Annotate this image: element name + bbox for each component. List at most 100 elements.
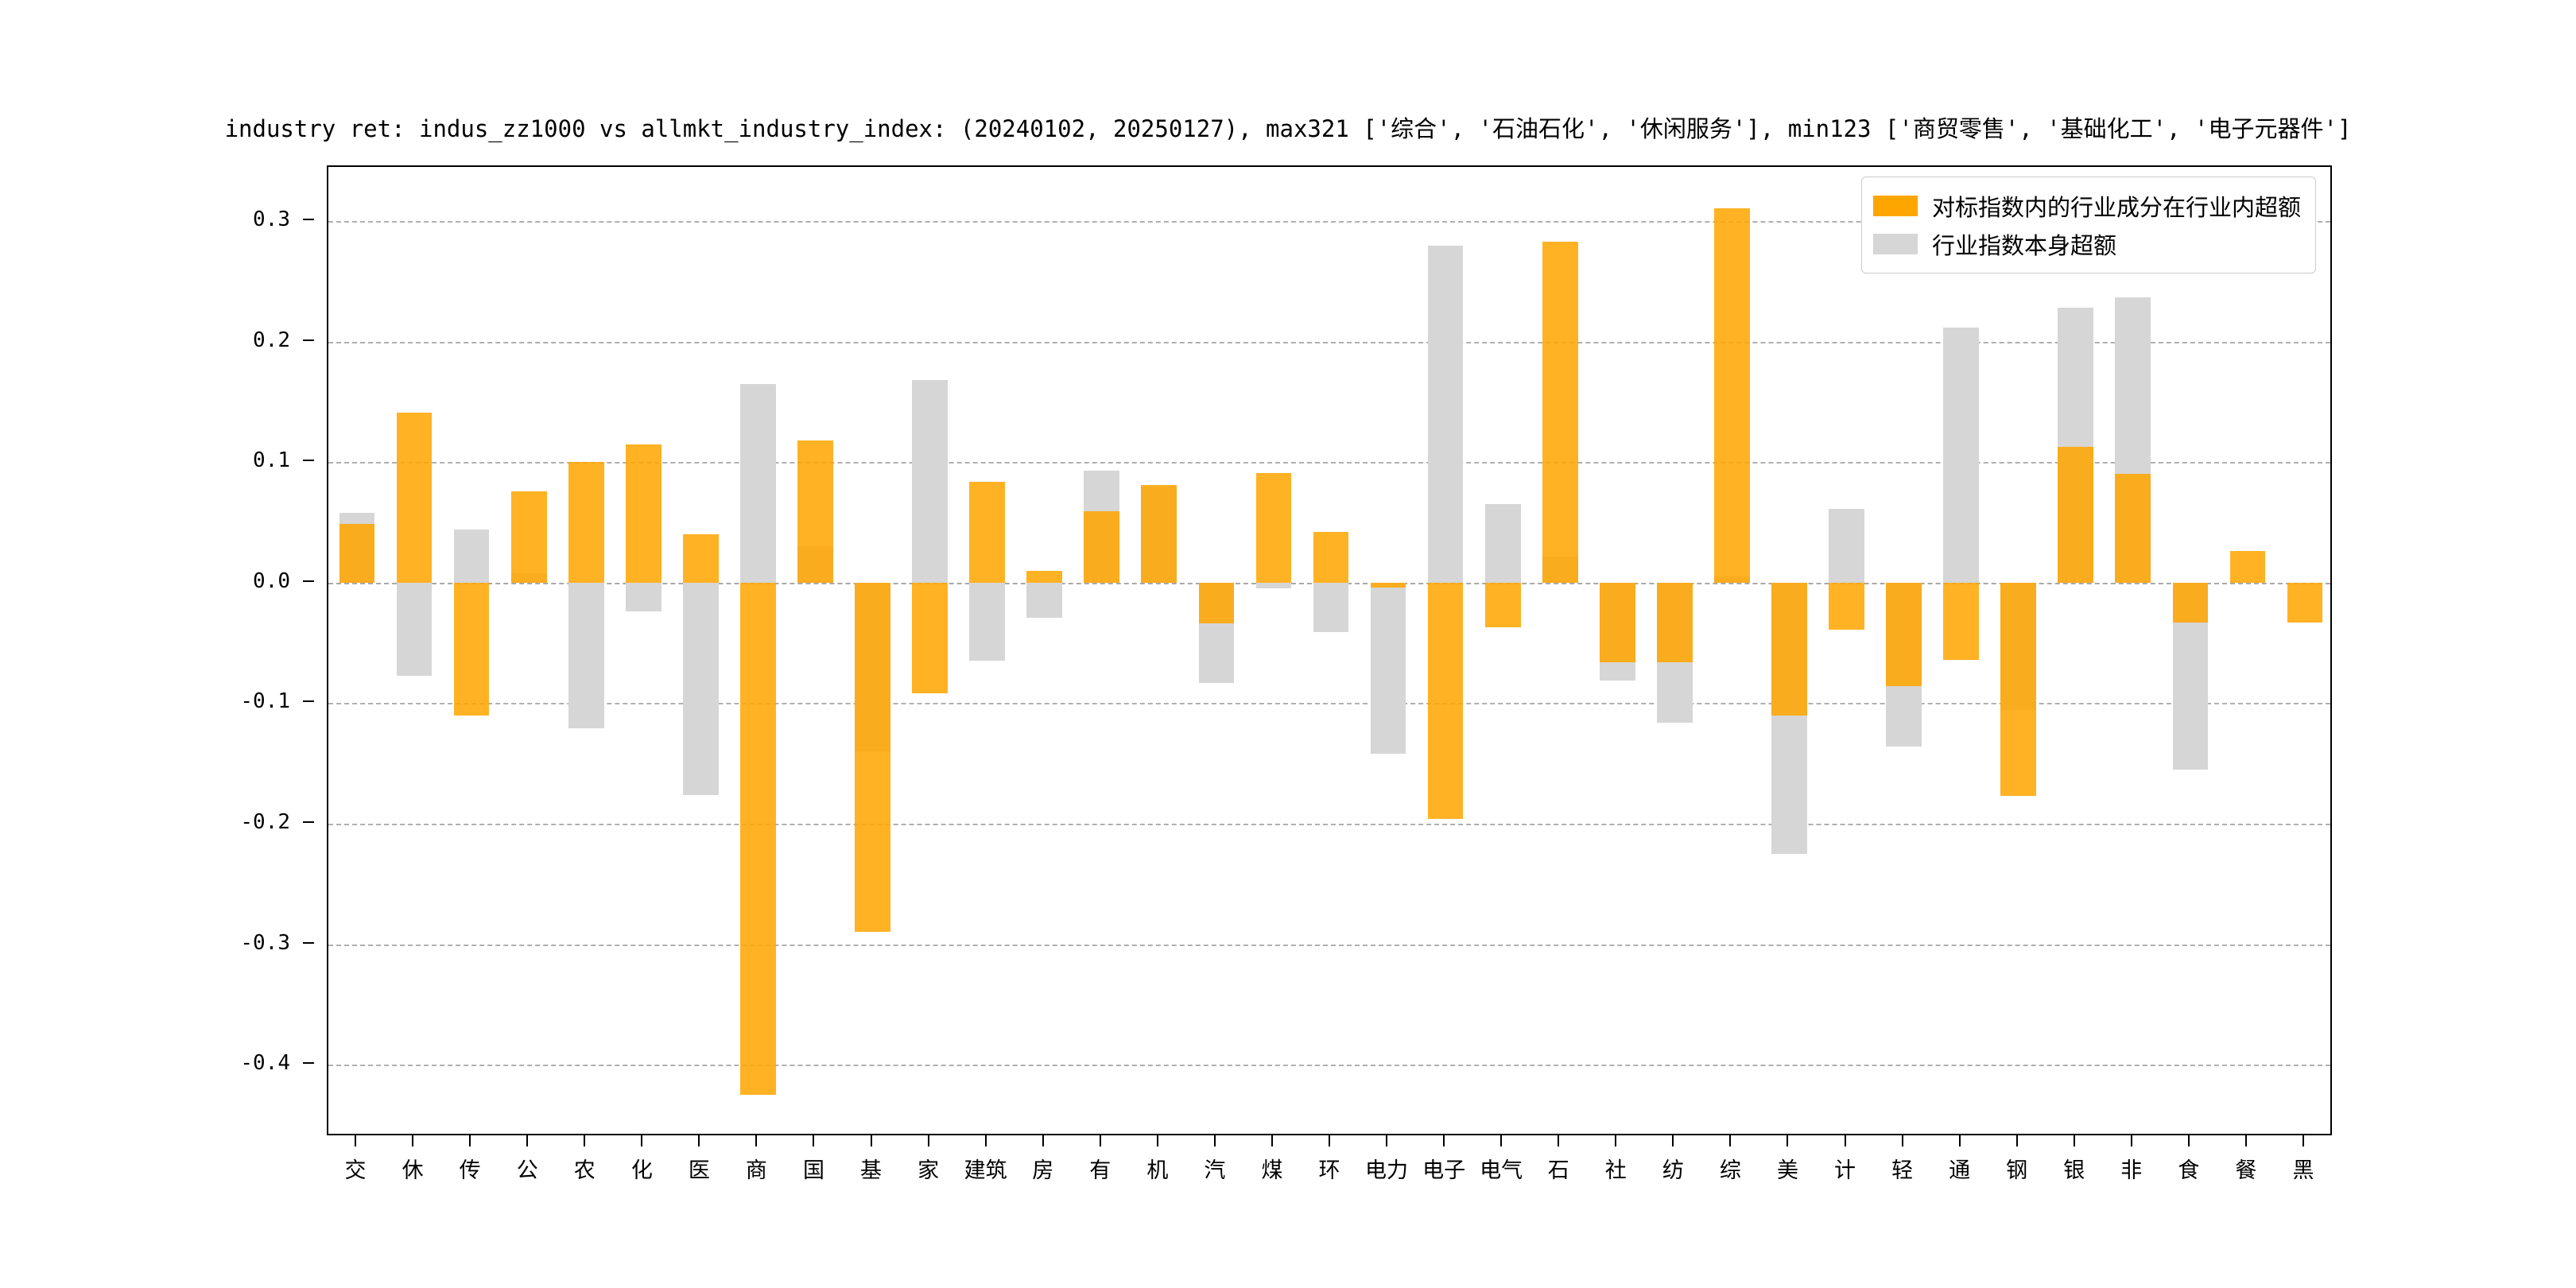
x-tick-mark <box>1500 1135 1503 1146</box>
x-tick-mark <box>584 1135 586 1146</box>
bar <box>396 582 433 676</box>
x-tick-label: 纺 <box>1662 1158 1684 1183</box>
bar <box>1484 582 1521 627</box>
x-tick-mark <box>1958 1135 1961 1146</box>
x-tick-mark <box>641 1135 643 1146</box>
x-tick-mark <box>1672 1135 1674 1146</box>
x-tick-mark <box>412 1135 414 1146</box>
x-tick-label: 钢 <box>2006 1158 2028 1183</box>
chart-legend: 对标指数内的行业成分在行业内超额 行业指数本身超额 <box>1860 177 2316 274</box>
bar <box>1198 582 1235 624</box>
bar <box>2000 582 2037 797</box>
bar <box>1484 504 1521 583</box>
bar <box>855 582 890 933</box>
y-tick-mark <box>303 339 314 341</box>
bar <box>625 444 661 583</box>
gridline <box>328 1065 2330 1067</box>
x-tick-mark <box>2302 1135 2304 1146</box>
x-tick-mark <box>1042 1135 1044 1146</box>
bar <box>2172 582 2209 623</box>
legend-swatch <box>1872 234 1918 254</box>
x-tick-mark <box>1787 1135 1789 1146</box>
x-tick-mark <box>1156 1135 1158 1146</box>
x-tick-mark <box>469 1135 471 1146</box>
bar <box>1771 582 1807 716</box>
x-tick-label: 房 <box>1032 1158 1054 1183</box>
x-tick-label: 石 <box>1547 1158 1569 1183</box>
x-tick-mark <box>1901 1135 1903 1146</box>
gridline <box>328 944 2330 946</box>
x-tick-label: 有 <box>1089 1158 1111 1183</box>
bar <box>1427 582 1464 819</box>
x-tick-label: 食 <box>2178 1158 2200 1183</box>
legend-swatch <box>1872 196 1918 216</box>
x-tick-label: 黑 <box>2292 1158 2314 1183</box>
bar <box>568 462 604 583</box>
legend-label: 对标指数内的行业成分在行业内超额 <box>1931 194 2301 221</box>
bar <box>683 582 719 795</box>
bar <box>568 582 604 729</box>
x-tick-mark <box>927 1135 929 1146</box>
bar <box>396 413 433 583</box>
x-tick-label: 环 <box>1318 1158 1340 1183</box>
x-tick-mark <box>1558 1135 1560 1146</box>
x-tick-mark <box>1443 1135 1445 1146</box>
x-tick-label: 建筑 <box>964 1158 1007 1183</box>
y-tick-label: 0.1 <box>253 448 290 473</box>
x-axis: 交 休 传 公 农 化 医 商 国 基 家建筑房 有 机 汽 煤 环电力 电子 电气石 社 纺 综 美 计 轻 通 钢 银 非 食 餐 黑 <box>327 1135 2332 1199</box>
y-tick-label: 0.2 <box>253 328 290 352</box>
bar <box>1886 582 1922 687</box>
x-tick-label: 化 <box>630 1158 653 1183</box>
y-tick-label: 0.0 <box>253 568 290 593</box>
bar <box>1255 472 1292 583</box>
y-tick-label: -0.2 <box>240 809 290 834</box>
bar <box>969 481 1005 583</box>
y-tick-mark <box>303 460 314 462</box>
x-tick-mark <box>984 1135 987 1146</box>
legend-label: 行业指数本身超额 <box>1931 232 2116 259</box>
x-tick-mark <box>1729 1135 1732 1146</box>
bar <box>2287 582 2323 623</box>
bar <box>625 582 661 612</box>
gridline <box>328 703 2330 705</box>
x-tick-label: 机 <box>1146 1158 1169 1183</box>
x-tick-mark <box>1844 1135 1846 1146</box>
bar <box>1427 245 1464 583</box>
bar <box>339 523 375 583</box>
x-tick-label: 公 <box>516 1158 538 1183</box>
y-tick-label: -0.3 <box>240 930 290 955</box>
x-tick-label: 国 <box>802 1158 824 1183</box>
x-tick-mark <box>2073 1135 2075 1146</box>
legend-item[interactable]: 行业指数本身超额 <box>1872 225 2301 263</box>
gridline <box>328 341 2330 343</box>
bar <box>1084 511 1120 583</box>
x-tick-mark <box>870 1135 872 1146</box>
gridline <box>328 823 2330 825</box>
bar <box>1370 582 1406 588</box>
bar <box>2115 474 2151 583</box>
bar <box>1542 241 1578 583</box>
x-tick-label: 交 <box>344 1158 367 1183</box>
bar <box>1026 582 1063 618</box>
bar <box>1943 327 1979 583</box>
x-tick-label: 电子 <box>1422 1158 1466 1183</box>
y-tick-mark <box>303 219 314 221</box>
bar <box>1255 582 1292 589</box>
x-tick-mark <box>1271 1135 1273 1146</box>
x-tick-label: 煤 <box>1261 1158 1283 1183</box>
x-tick-label: 轻 <box>1891 1158 1914 1183</box>
legend-item[interactable]: 对标指数内的行业成分在行业内超额 <box>1872 187 2301 225</box>
y-tick-mark <box>303 1062 314 1065</box>
y-tick-mark <box>303 700 314 703</box>
bar <box>1313 582 1349 632</box>
x-tick-label: 商 <box>745 1158 767 1183</box>
y-tick-mark <box>303 941 314 944</box>
bar <box>1026 570 1063 583</box>
bar <box>1370 582 1406 755</box>
x-tick-label: 家 <box>918 1158 940 1183</box>
bar <box>1714 208 1750 583</box>
plot-frame: 对标指数内的行业成分在行业内超额 行业指数本身超额 <box>327 165 2332 1135</box>
bar <box>1829 509 1864 583</box>
bar <box>740 383 776 583</box>
x-tick-label: 通 <box>1949 1158 1971 1183</box>
